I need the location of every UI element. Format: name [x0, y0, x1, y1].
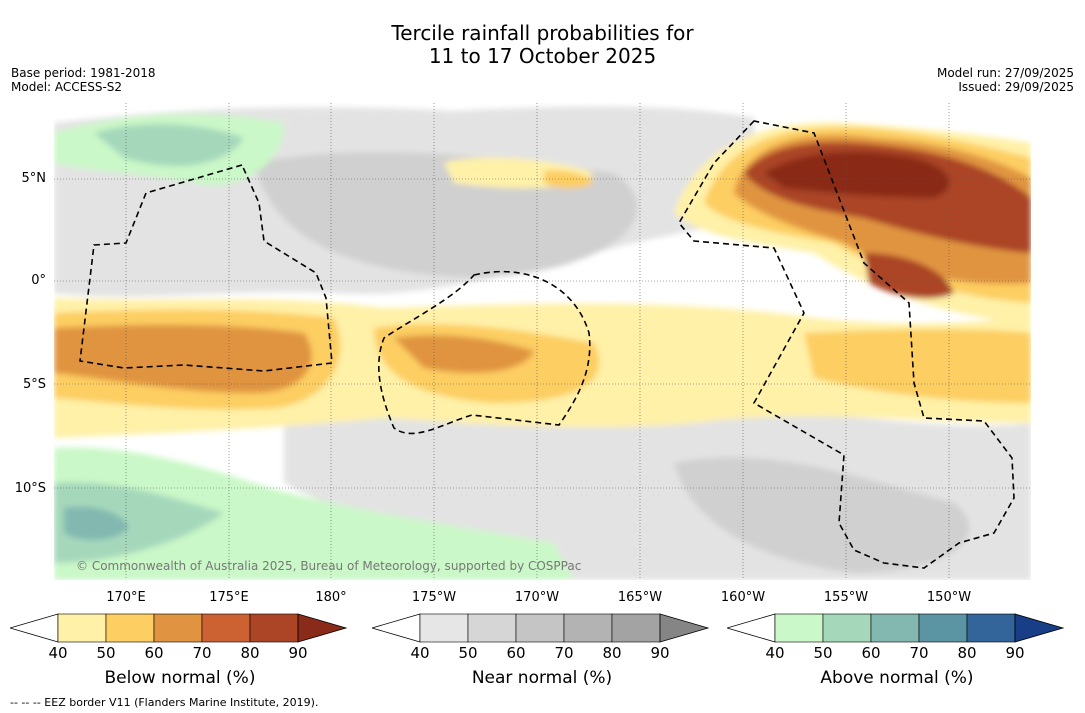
near-normal-colorbar-low-extend: [372, 613, 421, 643]
near-normal-colorbar-segment: [563, 613, 613, 643]
below-normal-colorbar-segment: [105, 613, 155, 643]
colorbar-label-above-normal: Above normal (%): [820, 668, 974, 688]
below-normal-colorbar-tick: 40: [48, 644, 68, 662]
above-normal-colorbar-tick: 60: [861, 644, 881, 662]
below-normal-region-northeast-lobe: [864, 253, 954, 299]
below-normal-colorbar-low-extend: [10, 613, 59, 643]
above-normal-region-northwest-core: [94, 123, 244, 167]
below-normal-colorbar-tick: 60: [144, 644, 164, 662]
near-normal-colorbar-segment: [467, 613, 517, 643]
colorbar-label-near-normal: Near normal (%): [471, 668, 613, 688]
below-normal-colorbar-segment: [201, 613, 251, 643]
lat-label-10s: 10°S: [14, 481, 46, 496]
lon-label-165w: 165°W: [617, 590, 663, 605]
lon-label-175w: 175°W: [411, 590, 457, 605]
above-normal-colorbar-tick: 70: [909, 644, 929, 662]
near-normal-colorbar-tick: 50: [458, 644, 478, 662]
colorbar-below-normal: [10, 613, 348, 643]
below-normal-colorbar-tick: 50: [96, 644, 116, 662]
eez-legend-footer: -- -- -- EEZ border V11 (Flanders Marine…: [10, 696, 319, 709]
model-run: Model run: 27/09/2025: [936, 66, 1074, 80]
near-normal-colorbar-tick: 70: [554, 644, 574, 662]
near-normal-colorbar-tick: 40: [410, 644, 430, 662]
below-normal-region-northeast-strongest: [764, 151, 950, 198]
above-normal-colorbar-low-extend: [727, 613, 776, 643]
lon-label-180: 180°: [315, 590, 347, 605]
above-normal-colorbar-segment: [918, 613, 968, 643]
map-credit: © Commonwealth of Australia 2025, Bureau…: [76, 559, 581, 573]
above-normal-colorbar-tick: 90: [1005, 644, 1025, 662]
near-normal-colorbar-tick: 80: [602, 644, 622, 662]
below-normal-colorbar-tick: 70: [192, 644, 212, 662]
colorbar-above-normal: [727, 613, 1065, 643]
lon-label-170w: 170°W: [514, 590, 560, 605]
lon-label-155w: 155°W: [823, 590, 869, 605]
above-normal-colorbar-tick: 80: [957, 644, 977, 662]
above-normal-colorbar-segment: [822, 613, 872, 643]
above-normal-colorbar-segment: [966, 613, 1016, 643]
model-name: Model: ACCESS-S2: [11, 80, 123, 94]
lat-label-5s: 5°S: [22, 377, 46, 392]
below-normal-colorbar-segment: [249, 613, 299, 643]
below-normal-band-center-core: [394, 335, 534, 373]
issued-date: Issued: 29/09/2025: [958, 80, 1074, 94]
title-line-2: 11 to 17 October 2025: [428, 44, 657, 68]
eez-border-central: [378, 270, 591, 435]
colorbar-near-normal: [372, 613, 710, 643]
lon-label-160w: 160°W: [720, 590, 766, 605]
near-normal-colorbar-segment: [611, 613, 661, 643]
base-period: Base period: 1981-2018: [11, 66, 156, 80]
lon-label-175e: 175°E: [209, 590, 249, 605]
near-normal-region-south-core: [674, 457, 970, 573]
colorbar-label-below-normal: Below normal (%): [104, 668, 256, 688]
near-normal-colorbar-segment: [419, 613, 469, 643]
near-normal-colorbar-tick: 60: [506, 644, 526, 662]
above-normal-colorbar-tick: 50: [813, 644, 833, 662]
below-normal-colorbar-segment: [57, 613, 107, 643]
lat-label-0: 0°: [31, 273, 46, 288]
lat-label-5n: 5°N: [21, 171, 47, 186]
above-normal-colorbar-segment: [774, 613, 824, 643]
title-line-1: Tercile rainfall probabilities for: [391, 21, 694, 45]
near-normal-colorbar-tick: 90: [650, 644, 670, 662]
eez-border-east: [678, 120, 1015, 569]
below-normal-band-south-east: [804, 329, 1031, 403]
near-normal-colorbar-high-extend: [659, 613, 710, 643]
above-normal-region-southwest: [54, 447, 574, 580]
lon-label-170e: 170°E: [106, 590, 146, 605]
above-normal-colorbar-segment: [870, 613, 920, 643]
above-normal-colorbar-high-extend: [1014, 613, 1065, 643]
below-normal-colorbar-tick: 80: [240, 644, 260, 662]
below-normal-patch-north-core: [544, 170, 594, 189]
above-normal-colorbar-tick: 40: [765, 644, 785, 662]
above-normal-region-southwest-dark: [64, 506, 129, 540]
below-normal-colorbar-high-extend: [297, 613, 348, 643]
above-normal-region-southwest-core: [54, 482, 224, 563]
below-normal-colorbar-tick: 90: [288, 644, 308, 662]
below-normal-band-south-core: [54, 324, 312, 393]
below-normal-colorbar-segment: [153, 613, 203, 643]
rainfall-probability-map: © Commonwealth of Australia 2025, Bureau…: [54, 103, 1031, 580]
lon-label-150w: 150°W: [926, 590, 972, 605]
near-normal-colorbar-segment: [515, 613, 565, 643]
